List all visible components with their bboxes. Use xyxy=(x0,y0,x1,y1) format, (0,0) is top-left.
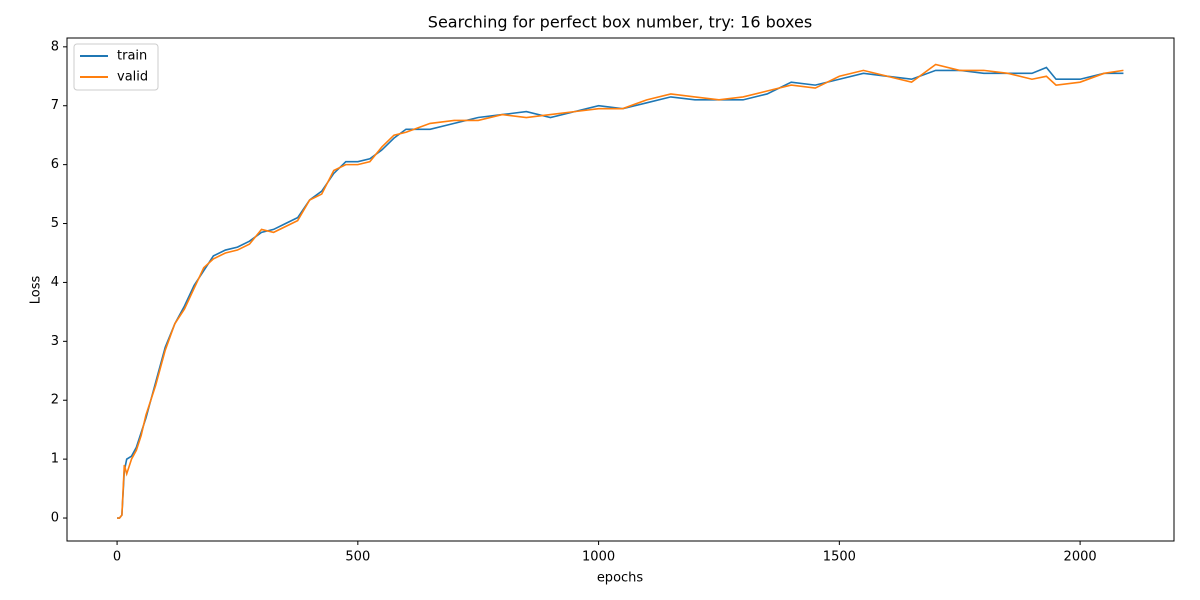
y-tick-label: 2 xyxy=(51,393,59,408)
line xyxy=(117,63,1124,519)
y-tick-label: 3 xyxy=(51,334,59,349)
y-tick-label: 1 xyxy=(51,452,59,467)
legend-label: train xyxy=(117,49,147,64)
y-tick-label: 8 xyxy=(51,39,59,54)
y-tick-label: 5 xyxy=(51,216,59,231)
x-tick-label: 500 xyxy=(345,550,370,565)
y-tick-label: 4 xyxy=(51,275,59,290)
plot-frame xyxy=(66,37,1175,542)
x-axis-label: epochs xyxy=(597,571,644,586)
y-axis-label: Loss xyxy=(29,276,44,305)
x-tick-label: 0 xyxy=(113,550,121,565)
line xyxy=(117,66,1124,519)
y-tick-label: 7 xyxy=(51,98,59,113)
y-tick-label: 0 xyxy=(51,511,59,526)
y-tick-label: 6 xyxy=(51,157,59,172)
x-tick-label: 1000 xyxy=(582,550,615,565)
legend-label: valid xyxy=(117,70,148,85)
x-tick-label: 2000 xyxy=(1064,550,1097,565)
chart-title: Searching for perfect box number, try: 1… xyxy=(428,13,812,32)
x-tick-label: 1500 xyxy=(823,550,856,565)
